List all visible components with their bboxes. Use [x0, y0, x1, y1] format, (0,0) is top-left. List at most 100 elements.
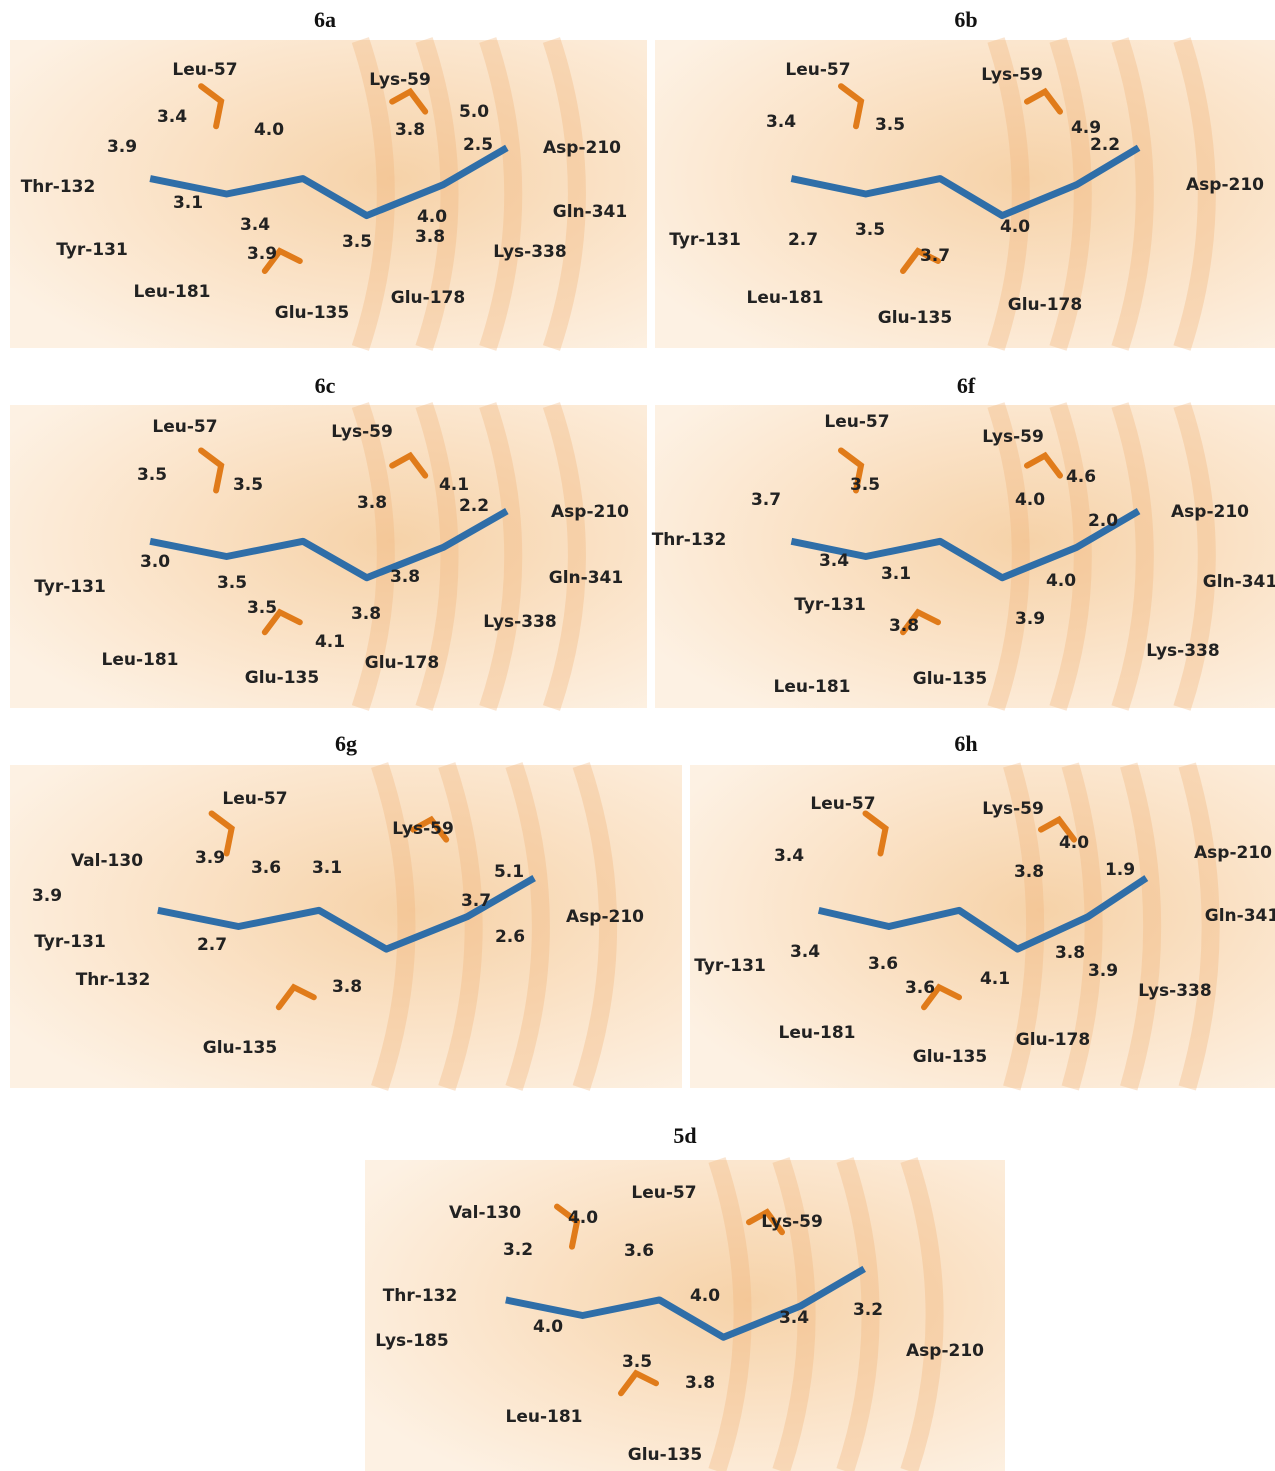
- distance-label: 3.5: [342, 232, 372, 252]
- distance-label: 3.9: [195, 848, 225, 868]
- residue-label: Asp-210: [906, 1341, 984, 1361]
- distance-label: 3.9: [107, 137, 137, 157]
- distance-label: 3.4: [766, 112, 796, 132]
- residue-label: Leu-57: [785, 60, 850, 80]
- residue-label: Lys-59: [982, 427, 1044, 447]
- residue-label: Lys-59: [369, 70, 431, 90]
- distance-label: 2.2: [1090, 135, 1120, 155]
- residue-label: Glu-135: [628, 1445, 702, 1465]
- residue-label: Leu-57: [222, 789, 287, 809]
- distance-label: 4.0: [690, 1286, 720, 1306]
- distance-label: 2.7: [197, 935, 227, 955]
- distance-label: 3.8: [357, 493, 387, 513]
- distance-label: 4.0: [254, 120, 284, 140]
- distance-label: 3.2: [853, 1300, 883, 1320]
- distance-label: 3.9: [32, 886, 62, 906]
- residue-label: Leu-181: [746, 288, 823, 308]
- residue-label: Val-130: [449, 1203, 521, 1223]
- distance-label: 4.0: [1046, 571, 1076, 591]
- residue-label: Gln-341: [1203, 572, 1275, 592]
- residue-label: Lys-338: [1138, 981, 1211, 1001]
- residue-label: Glu-178: [1016, 1030, 1090, 1050]
- distance-label: 3.6: [251, 858, 281, 878]
- distance-label: 4.0: [568, 1208, 598, 1228]
- residue-label: Glu-178: [391, 288, 465, 308]
- distance-label: 4.1: [980, 969, 1010, 989]
- distance-label: 3.4: [157, 107, 187, 127]
- panel: Leu-57Lys-59Asp-210Gln-341Tyr-131Lys-338…: [690, 765, 1275, 1088]
- distance-label: 3.1: [173, 193, 203, 213]
- distance-label: 1.9: [1105, 860, 1135, 880]
- panel-title: 5d: [673, 1123, 696, 1148]
- residue-label: Asp-210: [1186, 175, 1264, 195]
- distance-label: 3.5: [217, 573, 247, 593]
- distance-label: 5.0: [459, 102, 489, 122]
- distance-label: 3.4: [790, 942, 820, 962]
- distance-label: 3.5: [233, 475, 263, 495]
- residue-label: Glu-135: [245, 668, 319, 688]
- residue-label: Leu-57: [172, 60, 237, 80]
- distance-label: 3.2: [503, 1240, 533, 1260]
- residue-label: Lys-59: [981, 65, 1043, 85]
- residue-label: Leu-57: [152, 417, 217, 437]
- residue-label: Lys-338: [483, 612, 556, 632]
- distance-label: 4.1: [439, 475, 469, 495]
- panel: Leu-57Lys-59Asp-210Thr-132Gln-341Tyr-131…: [652, 405, 1275, 708]
- distance-label: 3.7: [461, 891, 491, 911]
- distance-label: 3.4: [779, 1308, 809, 1328]
- residue-label: Glu-135: [878, 308, 952, 328]
- residue-label: Lys-59: [331, 422, 393, 442]
- residue-label: Tyr-131: [34, 577, 106, 597]
- panel-title: 6g: [335, 731, 357, 756]
- distance-label: 3.4: [240, 215, 270, 235]
- distance-label: 4.1: [315, 632, 345, 652]
- residue-label: Asp-210: [543, 138, 621, 158]
- residue-label: Gln-341: [549, 568, 623, 588]
- residue-label: Leu-181: [133, 282, 210, 302]
- residue-label: Asp-210: [1194, 843, 1272, 863]
- distance-label: 3.8: [415, 227, 445, 247]
- distance-label: 4.0: [1059, 833, 1089, 853]
- distance-label: 3.8: [395, 120, 425, 140]
- distance-label: 3.6: [624, 1241, 654, 1261]
- distance-label: 3.5: [622, 1352, 652, 1372]
- residue-label: Gln-341: [553, 202, 627, 222]
- panels: Leu-57 Lys-59 Asp-210 Thr-132 Gln-341 Tyr-131…: [10, 40, 1275, 1471]
- residue-label: Asp-210: [566, 907, 644, 927]
- residue-label: Lys-59: [392, 819, 454, 839]
- distance-label: 5.1: [494, 862, 524, 882]
- residue-label: Thr-132: [652, 530, 727, 550]
- distance-label: 3.7: [751, 490, 781, 510]
- distance-label: 4.0: [1000, 217, 1030, 237]
- residue-label: Leu-181: [773, 677, 850, 697]
- residue-label: Lys-59: [761, 1212, 823, 1232]
- residue-label: Tyr-131: [34, 932, 106, 952]
- distance-label: 2.5: [463, 135, 493, 155]
- panel-title: 6b: [954, 7, 977, 32]
- panel-title: 6h: [954, 731, 977, 756]
- distance-label: 3.9: [1015, 609, 1045, 629]
- residue-label: Glu-178: [365, 653, 439, 673]
- residue-label: Val-130: [71, 851, 143, 871]
- distance-label: 4.0: [533, 1317, 563, 1337]
- distance-label: 3.8: [390, 567, 420, 587]
- residue-label: Tyr-131: [669, 230, 741, 250]
- panel-title: 6f: [957, 373, 976, 398]
- panel: Leu-57Lys-59Asp-210Thr-132Gln-341Tyr-131…: [10, 40, 647, 348]
- distance-label: 3.8: [351, 604, 381, 624]
- distance-label: 3.5: [850, 475, 880, 495]
- distance-label: 3.8: [685, 1373, 715, 1393]
- distance-label: 3.4: [819, 551, 849, 571]
- distance-label: 3.8: [1055, 943, 1085, 963]
- figure: Leu-57 Lys-59 Asp-210 Thr-132 Gln-341 Tyr-131…: [0, 0, 1275, 1471]
- panel: Leu-57Lys-59Val-130Asp-210Tyr-131Thr-132…: [10, 765, 682, 1088]
- distance-label: 3.5: [137, 465, 167, 485]
- distance-label: 4.0: [1015, 490, 1045, 510]
- distance-label: 3.1: [312, 858, 342, 878]
- distance-label: 3.9: [247, 244, 277, 264]
- distance-label: 3.6: [905, 978, 935, 998]
- residue-label: Leu-181: [101, 650, 178, 670]
- residue-label: Leu-57: [824, 412, 889, 432]
- distance-label: 2.0: [1088, 511, 1118, 531]
